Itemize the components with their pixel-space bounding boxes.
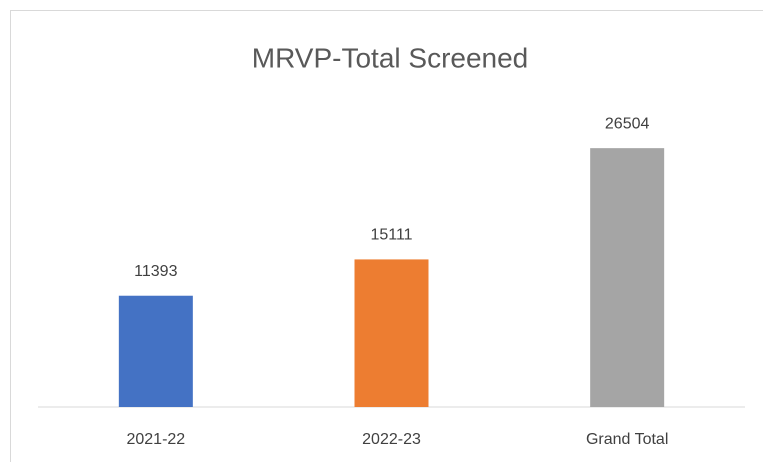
bar bbox=[354, 259, 429, 407]
data-label: 26504 bbox=[605, 115, 650, 132]
x-tick-label: Grand Total bbox=[586, 431, 668, 448]
bar bbox=[118, 295, 193, 407]
data-label: 11393 bbox=[134, 263, 177, 280]
x-tick-label: 2022-23 bbox=[362, 431, 421, 448]
chart-title: MRVP-Total Screened bbox=[252, 42, 529, 73]
x-tick-label: 2021-22 bbox=[126, 431, 185, 448]
data-label: 15111 bbox=[370, 227, 412, 244]
bar bbox=[590, 148, 665, 407]
